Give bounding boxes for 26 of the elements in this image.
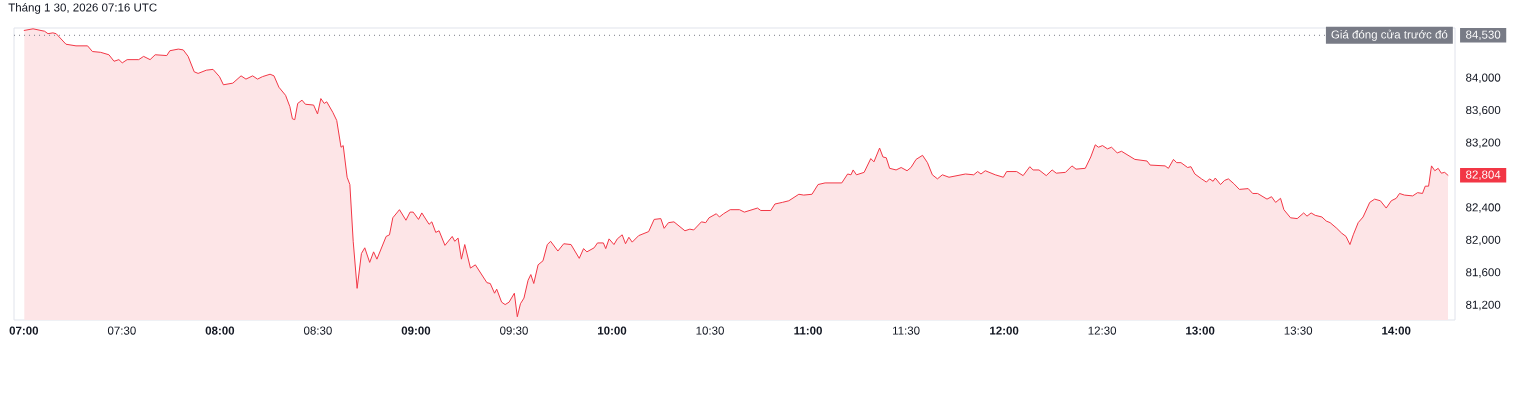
x-tick-label: 07:00: [9, 326, 39, 335]
y-tick-label: 84,000: [1466, 73, 1501, 84]
x-tick-label: 13:00: [1186, 326, 1215, 335]
x-tick-label: 10:30: [696, 326, 724, 335]
x-tick-label: 08:00: [205, 326, 235, 335]
y-tick-label: 83,600: [1466, 105, 1501, 116]
x-tick-label: 07:30: [107, 326, 136, 335]
x-tick-label: 08:30: [303, 326, 332, 335]
x-tick-label: 14:00: [1382, 326, 1411, 335]
x-tick-label: 12:30: [1088, 326, 1117, 335]
ref-line-label: Giá đóng cửa trước đó: [1331, 29, 1448, 41]
x-tick-label: 10:00: [598, 326, 627, 335]
x-tick-label: 12:00: [990, 326, 1019, 335]
x-tick-label: 11:00: [794, 326, 822, 335]
y-tick-label: 81,600: [1466, 268, 1501, 278]
y-tick-label: 84,530: [1466, 30, 1501, 41]
y-tick-label: 81,200: [1466, 300, 1501, 311]
x-tick-label: 13:30: [1284, 326, 1313, 335]
x-tick-label: 11:30: [892, 326, 920, 335]
y-tick-label: 82,804: [1466, 170, 1501, 181]
y-tick-label: 82,400: [1466, 203, 1501, 213]
x-tick-label: 09:00: [401, 326, 431, 335]
y-tick-label: 83,200: [1466, 138, 1501, 148]
chart-title: Tháng 1 30, 2026 07:16 UTC: [8, 2, 157, 14]
x-tick-label: 09:30: [500, 326, 528, 335]
y-tick-label: 82,000: [1466, 235, 1501, 246]
